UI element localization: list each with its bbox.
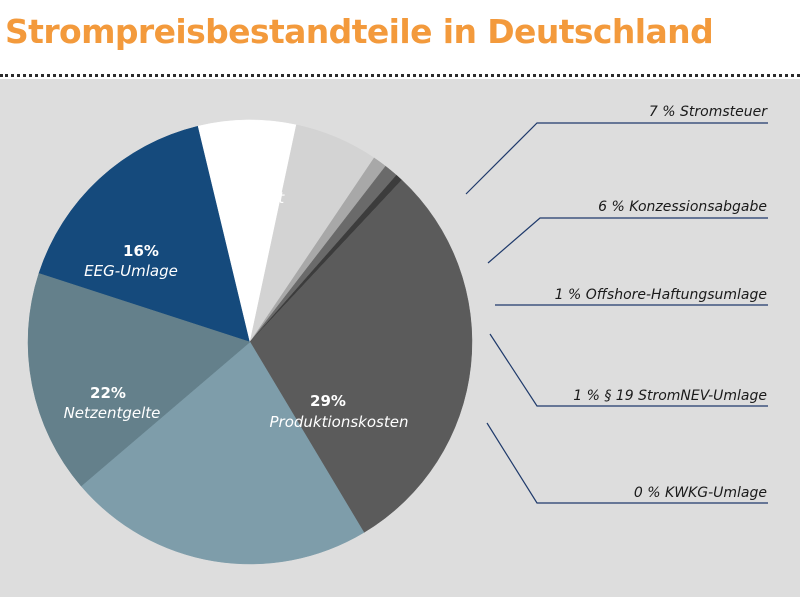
chart-panel: 7% MwSt 16% EEG-Umlage 22% Netzentgelte … [0, 79, 800, 597]
leader-line-kwkg [486, 422, 768, 504]
pie-slice-netzentgelte [80, 341, 365, 565]
legend-label-kwkg-umlage: 0 % KWKG-Umlage [634, 485, 767, 501]
dotted-divider [0, 74, 800, 77]
legend-label-konzessionsabgabe: 6 % Konzessionsabgabe [598, 199, 767, 215]
leader-lines [465, 122, 768, 504]
legend-label-stromsteuer: 7 % Stromsteuer [649, 104, 768, 120]
slice-label-mwst: MwSt [244, 189, 286, 207]
pie-chart: 7% MwSt 16% EEG-Umlage 22% Netzentgelte … [27, 104, 768, 565]
slice-percent-mwst: 7% [243, 170, 268, 188]
slice-label-eeg-umlage: EEG-Umlage [84, 262, 178, 280]
slice-percent-netzentgelte: 22% [90, 384, 126, 402]
page-title: Strompreisbestandteile in Deutschland [5, 12, 714, 51]
legend-label-stromnev-umlage: 1 % § 19 StromNEV-Umlage [573, 388, 767, 404]
slice-label-netzentgelte: Netzentgelte [64, 404, 161, 422]
legend-label-offshore-haftungsumlage: 1 % Offshore-Haftungsumlage [555, 287, 767, 303]
pie-slice-produktionskosten [249, 179, 473, 533]
pie-slice-mwst [38, 125, 251, 343]
slice-percent-produktionskosten: 29% [310, 392, 346, 410]
pie-slices [27, 119, 473, 565]
leader-line-stromsteuer [465, 122, 768, 195]
leader-line-stromnev [489, 333, 768, 407]
slice-percent-eeg-umlage: 16% [123, 242, 159, 260]
header: Strompreisbestandteile in Deutschland [0, 0, 800, 78]
slice-label-produktionskosten: Produktionskosten [270, 413, 409, 431]
leader-line-konzessionsabgabe [487, 217, 768, 264]
pie-slice-eeg-umlage [27, 273, 251, 487]
